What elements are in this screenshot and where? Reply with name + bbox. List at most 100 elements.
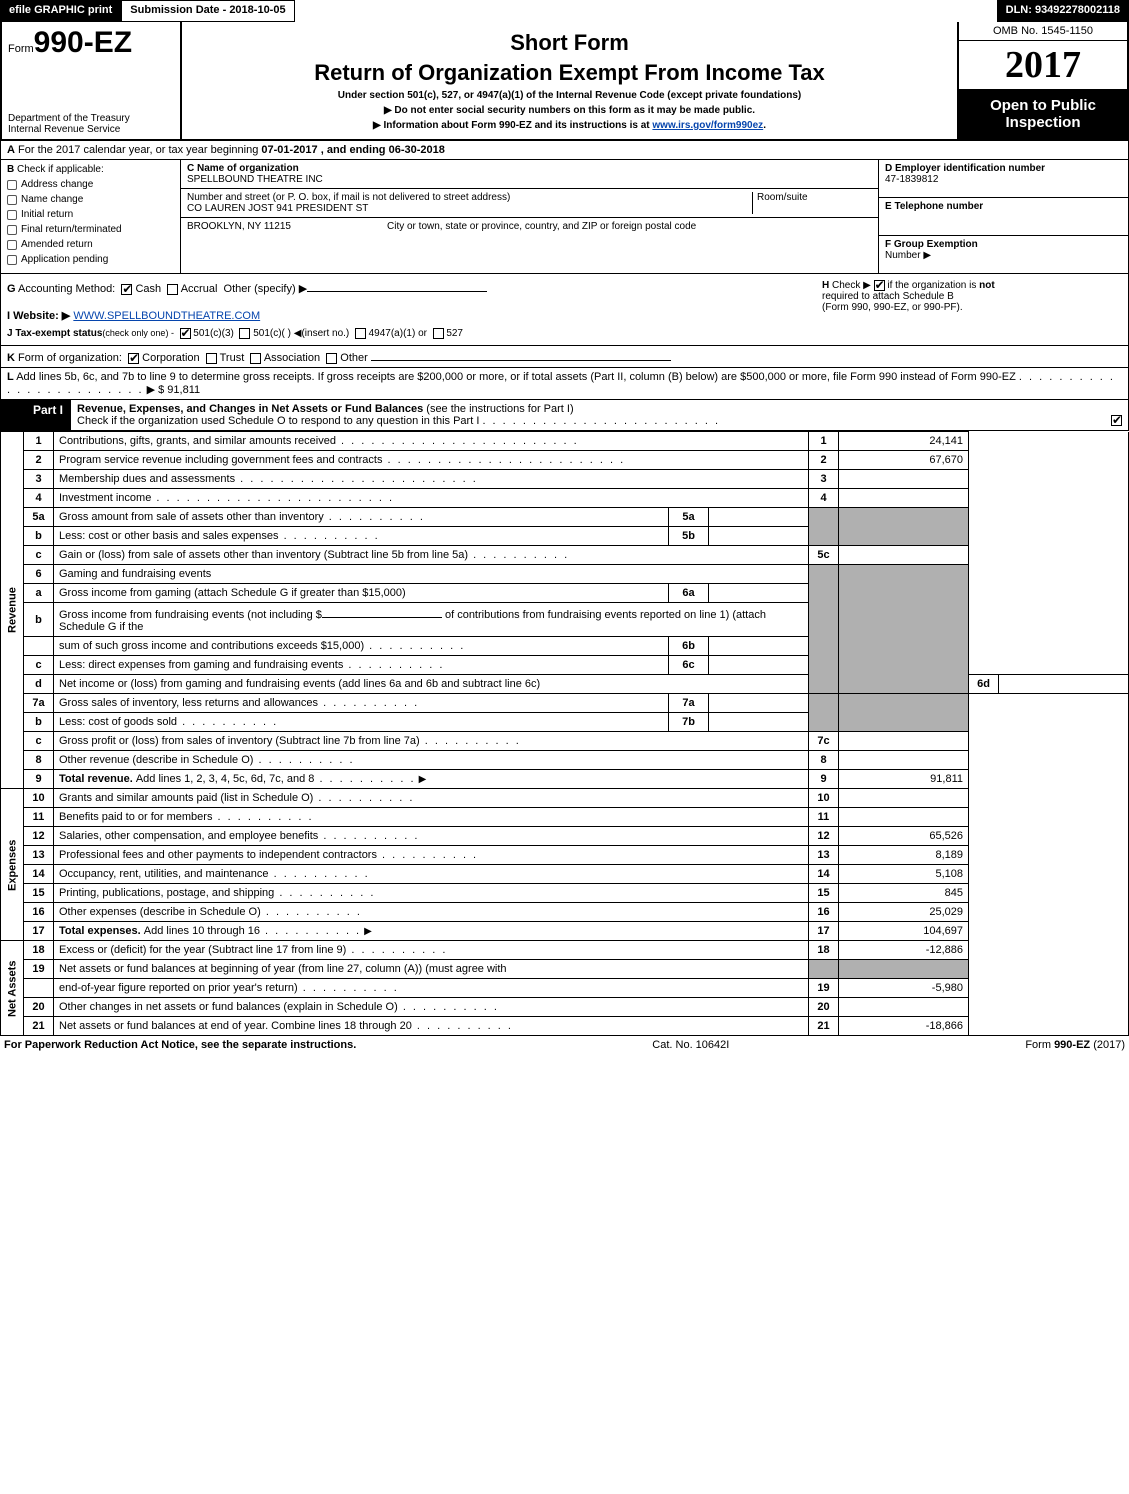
arrow-icon: [364, 925, 372, 937]
line-10: Expenses 10 Grants and similar amounts p…: [1, 789, 1129, 808]
line-ref: 12: [809, 827, 839, 846]
h-checkbox[interactable]: [874, 280, 885, 291]
line-14: 14 Occupancy, rent, utilities, and maint…: [1, 865, 1129, 884]
line-number: 13: [24, 846, 54, 865]
line-text: Gross income from fundraising events (no…: [54, 603, 809, 637]
line-number: a: [24, 584, 54, 603]
checkbox-icon: [7, 240, 17, 250]
check-amended-return[interactable]: Amended return: [7, 239, 174, 250]
line-text: Professional fees and other payments to …: [54, 846, 809, 865]
check-label: Amended return: [21, 239, 93, 250]
section-b-title: Check if applicable:: [17, 164, 104, 175]
part-1-title-cell: Revenue, Expenses, and Changes in Net As…: [71, 400, 1128, 430]
checkbox-icon: [7, 210, 17, 220]
line-number: 2: [24, 451, 54, 470]
dot-leader: [313, 792, 414, 804]
check-label: Final return/terminated: [21, 224, 122, 235]
line-number: 17: [24, 922, 54, 941]
line-text: Gaming and fundraising events: [54, 565, 809, 584]
line-value: 67,670: [839, 451, 969, 470]
line-ref: 19: [809, 979, 839, 998]
checkbox-icon: [7, 180, 17, 190]
501c3-checkbox[interactable]: [180, 328, 191, 339]
line-text: Total revenue. Add lines 1, 2, 3, 4, 5c,…: [54, 770, 809, 789]
527-label: 527: [446, 328, 463, 339]
line-text: Occupancy, rent, utilities, and maintena…: [54, 865, 809, 884]
org-name-value: SPELLBOUND THEATRE INC: [187, 174, 872, 185]
fundraising-amount-input[interactable]: [322, 606, 442, 618]
line-value: 104,697: [839, 922, 969, 941]
other-specify-input[interactable]: [307, 280, 487, 292]
other-org-checkbox[interactable]: [326, 353, 337, 364]
h-not: not: [979, 280, 995, 291]
check-application-pending[interactable]: Application pending: [7, 254, 174, 265]
website-link[interactable]: WWW.SPELLBOUNDTHEATRE.COM: [73, 310, 260, 322]
room-suite-label: Room/suite: [752, 192, 872, 214]
line-ref: 1: [809, 432, 839, 451]
line-value: -5,980: [839, 979, 969, 998]
entity-info-block: B Check if applicable: Address change Na…: [0, 160, 1129, 274]
line-ref: 15: [809, 884, 839, 903]
section-g-label: G: [7, 283, 16, 295]
dept-irs: Internal Revenue Service: [8, 124, 174, 135]
trust-checkbox[interactable]: [206, 353, 217, 364]
line-value: [839, 998, 969, 1017]
line-value: [839, 751, 969, 770]
cash-checkbox[interactable]: [121, 284, 132, 295]
header-right-col: OMB No. 1545-1150 2017 Open to Public In…: [957, 22, 1127, 139]
gross-receipts-amount: ▶ $ 91,811: [147, 384, 201, 396]
form-number-big: 990-EZ: [34, 26, 132, 59]
line-number: 20: [24, 998, 54, 1017]
form-subtitle: Under section 501(c), 527, or 4947(a)(1)…: [192, 90, 947, 101]
tax-exempt-label: J Tax-exempt status: [7, 328, 102, 339]
net-assets-side-label: Net Assets: [1, 941, 24, 1036]
check-final-return[interactable]: Final return/terminated: [7, 224, 174, 235]
shaded-cell: [839, 960, 969, 979]
line-text: Gross sales of inventory, less returns a…: [54, 694, 669, 713]
open-line1: Open to Public: [963, 97, 1123, 114]
mid-value: [709, 637, 809, 656]
line-number: c: [24, 732, 54, 751]
dot-leader: [336, 435, 579, 447]
line-ref: 3: [809, 470, 839, 489]
line-number: 8: [24, 751, 54, 770]
h-text4: (Form 990, 990-EZ, or 990-PF).: [822, 302, 963, 313]
other-org-label: Other: [340, 352, 368, 364]
corporation-checkbox[interactable]: [128, 353, 139, 364]
street-label: Number and street (or P. O. box, if mail…: [187, 192, 752, 203]
checkbox-icon: [7, 195, 17, 205]
4947-checkbox[interactable]: [355, 328, 366, 339]
4947-label: 4947(a)(1) or: [369, 328, 427, 339]
527-checkbox[interactable]: [433, 328, 444, 339]
section-c: C Name of organization SPELLBOUND THEATR…: [181, 160, 878, 273]
shaded-cell: [839, 694, 969, 732]
section-gh: G Accounting Method: Cash Accrual Other …: [0, 274, 1129, 346]
form-instruction-2: ▶ Information about Form 990-EZ and its …: [192, 120, 947, 131]
other-specify-label: Other (specify) ▶: [224, 283, 308, 295]
line-text: Net income or (loss) from gaming and fun…: [54, 675, 809, 694]
section-k-label: K: [7, 352, 15, 364]
other-org-input[interactable]: [371, 349, 671, 361]
accrual-label: Accrual: [181, 283, 218, 295]
irs-link[interactable]: www.irs.gov/form990ez: [652, 120, 763, 131]
line-text: Membership dues and assessments: [54, 470, 809, 489]
line-20: 20 Other changes in net assets or fund b…: [1, 998, 1129, 1017]
paperwork-notice: For Paperwork Reduction Act Notice, see …: [4, 1039, 356, 1051]
line-number: 16: [24, 903, 54, 922]
tax-year-begin: 07-01-2017: [261, 144, 317, 156]
line-5a: 5a Gross amount from sale of assets othe…: [1, 508, 1129, 527]
schedule-o-checkbox[interactable]: [1111, 415, 1122, 426]
check-name-change[interactable]: Name change: [7, 194, 174, 205]
shaded-cell: [839, 565, 969, 694]
part-1-label: Part I: [25, 400, 71, 430]
501c-checkbox[interactable]: [239, 328, 250, 339]
accrual-checkbox[interactable]: [167, 284, 178, 295]
part-1-title: Revenue, Expenses, and Changes in Net As…: [77, 403, 423, 415]
check-address-change[interactable]: Address change: [7, 179, 174, 190]
line-text: Other changes in net assets or fund bala…: [54, 998, 809, 1017]
line-text: Gross income from gaming (attach Schedul…: [54, 584, 669, 603]
association-checkbox[interactable]: [250, 353, 261, 364]
check-initial-return[interactable]: Initial return: [7, 209, 174, 220]
line-ref: 2: [809, 451, 839, 470]
line-ref: 11: [809, 808, 839, 827]
